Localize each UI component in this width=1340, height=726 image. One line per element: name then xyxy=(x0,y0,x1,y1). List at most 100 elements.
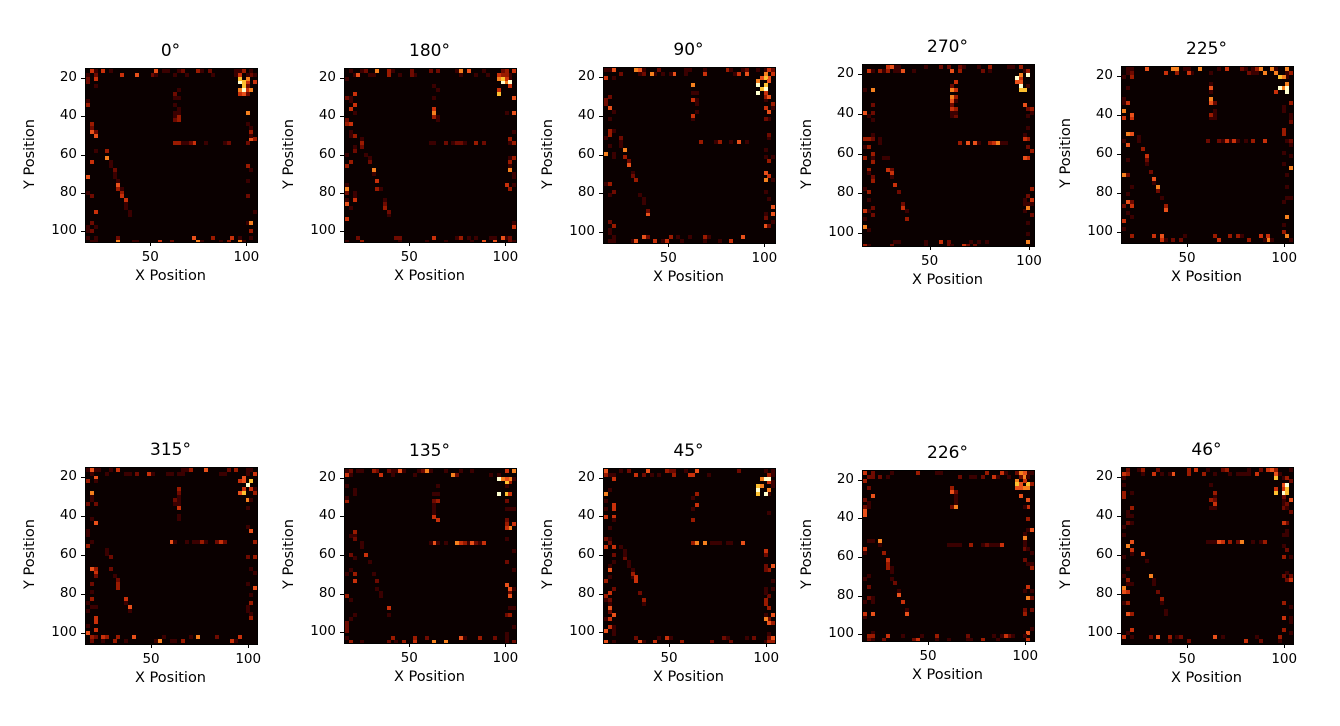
x-axis-label: X Position xyxy=(653,669,724,685)
heatmap-cell xyxy=(771,106,775,110)
heatmap-cell xyxy=(364,552,368,557)
heatmap-cell xyxy=(771,472,775,477)
x-axis-label: X Position xyxy=(1171,670,1242,686)
heatmap-cell xyxy=(767,159,772,164)
y-tick-mark xyxy=(81,594,85,596)
heatmap-cell xyxy=(462,141,467,146)
heatmap-cell xyxy=(470,469,475,473)
heatmap-cell xyxy=(1122,494,1126,499)
heatmap-cell xyxy=(1122,101,1126,106)
heatmap-cell xyxy=(1125,67,1130,71)
heatmap-cell xyxy=(889,175,894,180)
heatmap-cell xyxy=(984,471,989,475)
heatmap-cell xyxy=(980,638,985,641)
heatmap-cell xyxy=(901,205,905,210)
heatmap-cell xyxy=(470,541,475,546)
heatmap-cell xyxy=(763,567,768,572)
y-tick-mark xyxy=(858,556,862,558)
heatmap-cell xyxy=(1213,108,1218,113)
x-tick-mark xyxy=(928,641,930,645)
heatmap-cell xyxy=(885,65,890,69)
heatmap-cell xyxy=(131,635,136,640)
heatmap-cell xyxy=(1289,604,1293,609)
heatmap-cell xyxy=(165,69,170,73)
heatmap-cell xyxy=(607,567,612,572)
heatmap-cell xyxy=(1285,184,1290,189)
heatmap-cell xyxy=(680,640,684,643)
heatmap-cell xyxy=(980,543,985,548)
heatmap-cell xyxy=(756,79,760,84)
heatmap-cell xyxy=(1160,196,1164,201)
heatmap-cell xyxy=(352,145,357,149)
heatmap-cell xyxy=(1163,70,1168,75)
heatmap-cell xyxy=(645,208,650,213)
heatmap-cell xyxy=(729,541,734,546)
panel-title: 180° xyxy=(409,41,450,61)
heatmap-cell xyxy=(360,541,365,546)
heatmap-cell xyxy=(771,586,775,591)
x-tick-label: 100 xyxy=(233,249,260,265)
heatmap-cell xyxy=(398,469,403,473)
heatmap-cell xyxy=(1125,631,1130,636)
heatmap-cell xyxy=(1281,487,1286,491)
heatmap-cell xyxy=(508,160,513,165)
heatmap-cell xyxy=(504,484,509,489)
heatmap-cell xyxy=(950,84,955,88)
heatmap-cell xyxy=(763,212,768,217)
heatmap-cell xyxy=(367,560,372,565)
heatmap-cell xyxy=(253,585,257,590)
y-tick-label: 40 xyxy=(836,509,854,526)
heatmap-cell xyxy=(604,594,608,599)
heatmap-cell xyxy=(1213,471,1218,476)
heatmap-cell xyxy=(512,507,516,511)
heatmap-cell xyxy=(1239,540,1244,545)
heatmap-cell xyxy=(443,240,448,242)
heatmap-cell xyxy=(497,76,501,81)
heatmap-cell xyxy=(604,617,608,622)
heatmap-cell xyxy=(767,94,772,99)
heatmap-cell xyxy=(626,163,631,167)
y-tick-label: 20 xyxy=(318,68,336,85)
heatmap-cell xyxy=(241,479,246,484)
heatmap-cell xyxy=(345,571,349,576)
heatmap-cell xyxy=(1209,89,1214,94)
heatmap-cell xyxy=(657,68,662,72)
heatmap-cell xyxy=(1026,232,1031,237)
heatmap-cell xyxy=(1125,173,1130,178)
heatmap-cell xyxy=(253,487,257,491)
heatmap-cell xyxy=(695,109,700,114)
heatmap-cell xyxy=(866,539,871,544)
heatmap-cell xyxy=(1125,612,1130,617)
heatmap-cell xyxy=(916,471,921,475)
heatmap-cell xyxy=(657,472,662,477)
heatmap-cell xyxy=(866,228,871,233)
heatmap-cell xyxy=(1285,487,1290,491)
heatmap-cell xyxy=(424,636,429,641)
heatmap-cell xyxy=(1285,196,1290,201)
heatmap-cell xyxy=(1129,506,1134,510)
heatmap-cell xyxy=(988,543,993,548)
heatmap-cell xyxy=(238,479,242,484)
heatmap-cell xyxy=(200,69,204,73)
heatmap-cell xyxy=(1236,139,1240,144)
heatmap-cell xyxy=(1022,539,1027,544)
heatmap-cell xyxy=(386,72,391,77)
heatmap-cell xyxy=(642,235,646,240)
heatmap-cell xyxy=(512,586,516,591)
heatmap-cell xyxy=(604,640,608,643)
heatmap-cell xyxy=(1026,505,1031,510)
heatmap-cell xyxy=(177,490,182,495)
heatmap-cell xyxy=(1255,67,1259,71)
heatmap-cell xyxy=(1277,74,1282,79)
heatmap-cell xyxy=(1285,532,1290,537)
heatmap-cell xyxy=(950,114,955,119)
y-axis-label: Y Position xyxy=(281,519,297,589)
heatmap-cell xyxy=(1018,76,1023,81)
heatmap-cell xyxy=(958,474,962,479)
heatmap-cell xyxy=(870,213,875,218)
heatmap-cell xyxy=(120,72,125,77)
heatmap-cell xyxy=(146,471,151,476)
heatmap-cell xyxy=(86,99,90,104)
heatmap-cell xyxy=(619,136,624,141)
heatmap-cell xyxy=(421,469,425,473)
